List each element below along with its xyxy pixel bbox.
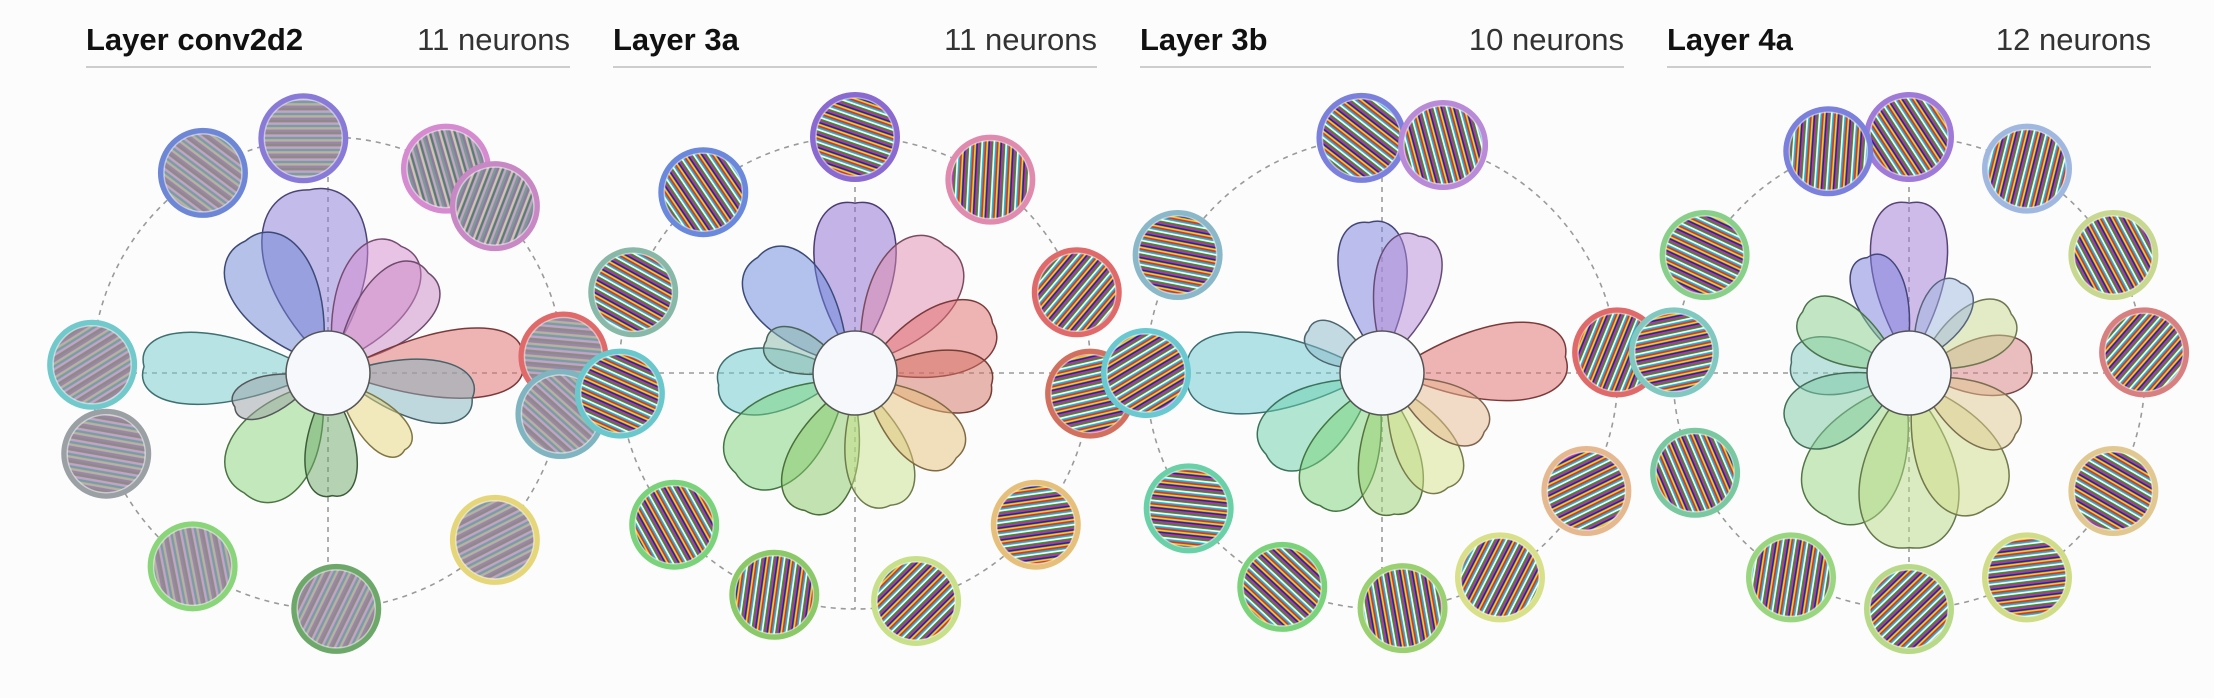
neuron-thumbnail[interactable] bbox=[1783, 106, 1874, 197]
neuron-thumbnail[interactable] bbox=[1650, 427, 1741, 518]
neuron-thumbnail[interactable] bbox=[1982, 123, 2072, 214]
neuron-thumbnail[interactable] bbox=[574, 348, 665, 439]
layer-title: Layer 4a bbox=[1667, 22, 1793, 57]
neuron-flower-diagram bbox=[47, 93, 609, 654]
neuron-thumbnail[interactable] bbox=[629, 479, 720, 570]
center-hub bbox=[1339, 330, 1425, 416]
neuron-thumbnail[interactable] bbox=[61, 408, 152, 499]
neuron-thumbnail[interactable] bbox=[47, 319, 138, 410]
neuron-thumbnail[interactable] bbox=[1357, 563, 1448, 654]
neuron-thumbnail[interactable] bbox=[2068, 446, 2159, 536]
neuron-flower-diagram bbox=[1101, 92, 1663, 654]
neuron-count: 11 neurons bbox=[944, 22, 1097, 57]
neuron-petal[interactable] bbox=[304, 372, 359, 498]
neuron-thumbnail[interactable] bbox=[258, 93, 349, 184]
layer-header: Layer 4a 12 neurons bbox=[1667, 20, 2151, 68]
neuron-thumbnail[interactable] bbox=[1628, 307, 1719, 398]
layer-title: Layer conv2d2 bbox=[86, 22, 304, 57]
neuron-thumbnail[interactable] bbox=[1864, 92, 1954, 182]
neuron-thumbnail[interactable] bbox=[449, 161, 540, 252]
layer-panel-4a: Layer 4a 12 neurons bbox=[1628, 0, 2190, 698]
neuron-thumbnail[interactable] bbox=[729, 549, 820, 640]
neuron-thumbnail[interactable] bbox=[291, 563, 382, 654]
neuron-thumbnail[interactable] bbox=[449, 494, 540, 585]
neuron-thumbnail[interactable] bbox=[810, 92, 900, 182]
neuron-thumbnail[interactable] bbox=[1316, 92, 1407, 183]
neuron-thumbnail[interactable] bbox=[1398, 100, 1489, 191]
layer-header: Layer 3a 11 neurons bbox=[613, 20, 1097, 68]
neuron-thumbnail[interactable] bbox=[1143, 463, 1234, 554]
neuron-count: 12 neurons bbox=[1995, 22, 2151, 57]
center-hub bbox=[812, 330, 898, 416]
neuron-flower-diagram bbox=[574, 92, 1136, 646]
neuron-thumbnail[interactable] bbox=[871, 555, 962, 646]
neuron-flower-diagram bbox=[1628, 92, 2190, 654]
neuron-thumbnail[interactable] bbox=[1031, 247, 1122, 338]
layer-panel-3b: Layer 3b 10 neurons bbox=[1101, 0, 1663, 698]
center-hub bbox=[285, 330, 371, 416]
neuron-thumbnail[interactable] bbox=[588, 247, 679, 338]
neuron-thumbnail[interactable] bbox=[1864, 564, 1954, 654]
neuron-thumbnail[interactable] bbox=[157, 127, 248, 218]
neuron-thumbnail[interactable] bbox=[1132, 210, 1223, 300]
neuron-thumbnail[interactable] bbox=[1746, 532, 1836, 623]
neuron-count: 10 neurons bbox=[1468, 22, 1624, 57]
layer-header: Layer conv2d2 11 neurons bbox=[86, 20, 570, 68]
neuron-thumbnail[interactable] bbox=[945, 134, 1036, 225]
center-hub bbox=[1866, 330, 1952, 416]
neuron-count: 11 neurons bbox=[417, 22, 570, 57]
layer-header: Layer 3b 10 neurons bbox=[1140, 20, 1624, 68]
layer-panel-conv2d2: Layer conv2d2 11 neurons bbox=[47, 0, 609, 698]
neuron-thumbnail[interactable] bbox=[658, 147, 749, 238]
neuron-thumbnail[interactable] bbox=[147, 521, 238, 612]
neuron-thumbnail[interactable] bbox=[1541, 446, 1632, 536]
neuron-thumbnail[interactable] bbox=[1982, 532, 2072, 623]
neuron-thumbnail[interactable] bbox=[990, 479, 1081, 570]
neuron-thumbnail[interactable] bbox=[1659, 210, 1750, 300]
neuron-thumbnail[interactable] bbox=[2099, 307, 2190, 398]
neuron-thumbnail[interactable] bbox=[1101, 328, 1191, 418]
neuron-thumbnail[interactable] bbox=[1237, 541, 1328, 632]
neuron-petal[interactable] bbox=[223, 231, 330, 376]
neuron-thumbnail[interactable] bbox=[2068, 210, 2159, 300]
layer-panel-3a: Layer 3a 11 neurons bbox=[574, 0, 1136, 698]
layer-title: Layer 3a bbox=[613, 22, 739, 57]
layer-title: Layer 3b bbox=[1140, 22, 1268, 57]
neuron-thumbnail[interactable] bbox=[1455, 532, 1545, 623]
